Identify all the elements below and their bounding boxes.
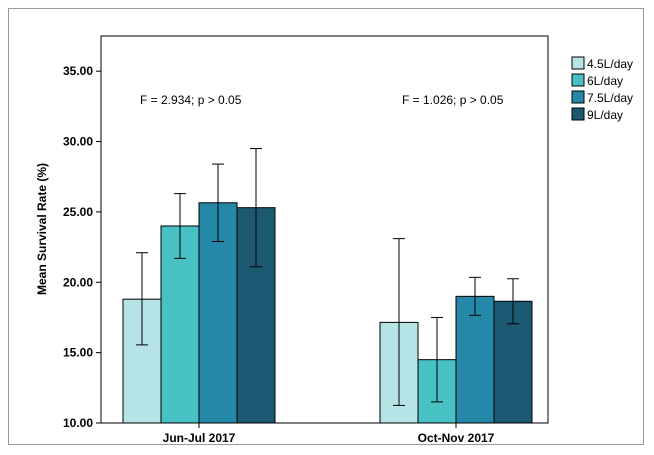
legend: 4.5L/day 6L/day 7.5L/day 9L/day <box>571 56 633 122</box>
legend-swatch <box>571 107 585 121</box>
y-tick-label: 20.00 <box>63 275 93 289</box>
legend-label: 6L/day <box>587 74 623 88</box>
y-tick-label: 10.00 <box>63 416 93 430</box>
y-tick-label: 30.00 <box>63 135 93 149</box>
y-axis-label: Mean Survival Rate (%) <box>35 163 49 295</box>
bar-oct-nov-2017-7-5l-day <box>455 295 495 424</box>
legend-swatch <box>571 56 585 70</box>
legend-label: 4.5L/day <box>587 57 633 71</box>
annotation-jun-jul: F = 2.934; p > 0.05 <box>140 93 242 107</box>
x-tick-label: Jun-Jul 2017 <box>163 431 236 445</box>
annotation-oct-nov: F = 1.026; p > 0.05 <box>402 93 504 107</box>
y-tick-label: 15.00 <box>63 346 93 360</box>
y-tick-label: 35.00 <box>63 64 93 78</box>
legend-label: 7.5L/day <box>587 91 633 105</box>
x-tick-label: Oct-Nov 2017 <box>418 431 495 445</box>
legend-swatch <box>571 90 585 104</box>
legend-label: 9L/day <box>587 108 623 122</box>
y-tick-label: 25.00 <box>63 205 93 219</box>
legend-swatch <box>571 73 585 87</box>
